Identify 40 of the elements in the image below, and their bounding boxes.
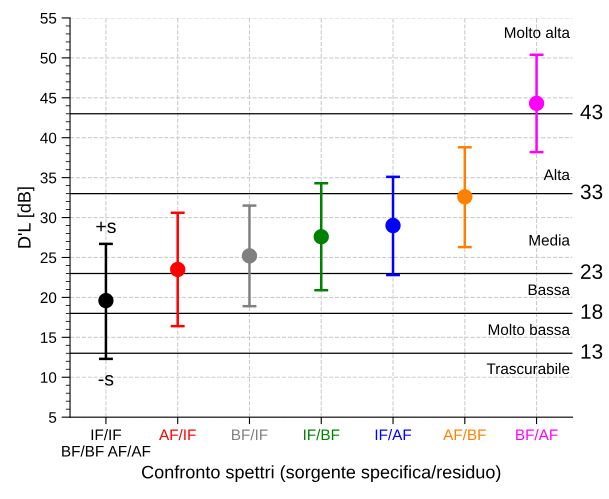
y-tick-label: 25 bbox=[40, 252, 56, 264]
x-tick-label: IF/IF BF/BF AF/AF bbox=[62, 428, 150, 457]
annotation: +s bbox=[96, 222, 116, 234]
x-tick-label: AF/BF bbox=[443, 428, 486, 440]
annotation: Alta bbox=[544, 168, 570, 180]
annotation: Bassa bbox=[528, 284, 570, 296]
y-tick-label: 5 bbox=[48, 412, 56, 423]
ref-line-label: 33 bbox=[580, 184, 602, 200]
x-tick-label: IF/AF bbox=[376, 428, 412, 440]
ref-line-label: 23 bbox=[581, 264, 602, 280]
y-tick-label: 50 bbox=[40, 52, 56, 64]
ref-line-label: 18 bbox=[582, 304, 602, 319]
y-tick-label: 20 bbox=[40, 292, 56, 304]
point bbox=[170, 262, 186, 278]
y-tick-label: 35 bbox=[40, 172, 56, 184]
annotation: Molto alta bbox=[504, 26, 570, 38]
ref-line-label: 13 bbox=[582, 344, 602, 359]
point bbox=[314, 229, 329, 244]
point bbox=[242, 248, 258, 264]
y-tick-label: 55 bbox=[40, 12, 56, 24]
x-tick-label: IF/BF bbox=[304, 428, 340, 440]
x-tick-label: BF/IF bbox=[232, 428, 268, 440]
y-axis-title: D'L [dB] bbox=[17, 187, 34, 248]
ref-line-label: 43 bbox=[580, 104, 602, 120]
annotation: Media bbox=[530, 234, 570, 246]
x-tick-label: BF/AF bbox=[516, 428, 558, 440]
y-tick-label: 30 bbox=[40, 212, 56, 224]
x-tick-label: AF/IF bbox=[159, 428, 196, 440]
y-tick-label: 10 bbox=[41, 372, 56, 383]
point bbox=[385, 218, 401, 234]
point bbox=[457, 189, 472, 204]
annotation: Molto bassa bbox=[488, 324, 570, 336]
point bbox=[98, 292, 114, 308]
y-tick-label: 40 bbox=[40, 132, 56, 144]
point bbox=[528, 96, 544, 112]
y-tick-label: 15 bbox=[41, 332, 56, 344]
x-axis-title: Confronto spettri (sorgente specifica/residuo) bbox=[142, 465, 500, 482]
annotation: -s bbox=[98, 375, 114, 386]
y-tick-label: 45 bbox=[40, 92, 56, 104]
annotation: Trascurabile bbox=[486, 362, 570, 374]
